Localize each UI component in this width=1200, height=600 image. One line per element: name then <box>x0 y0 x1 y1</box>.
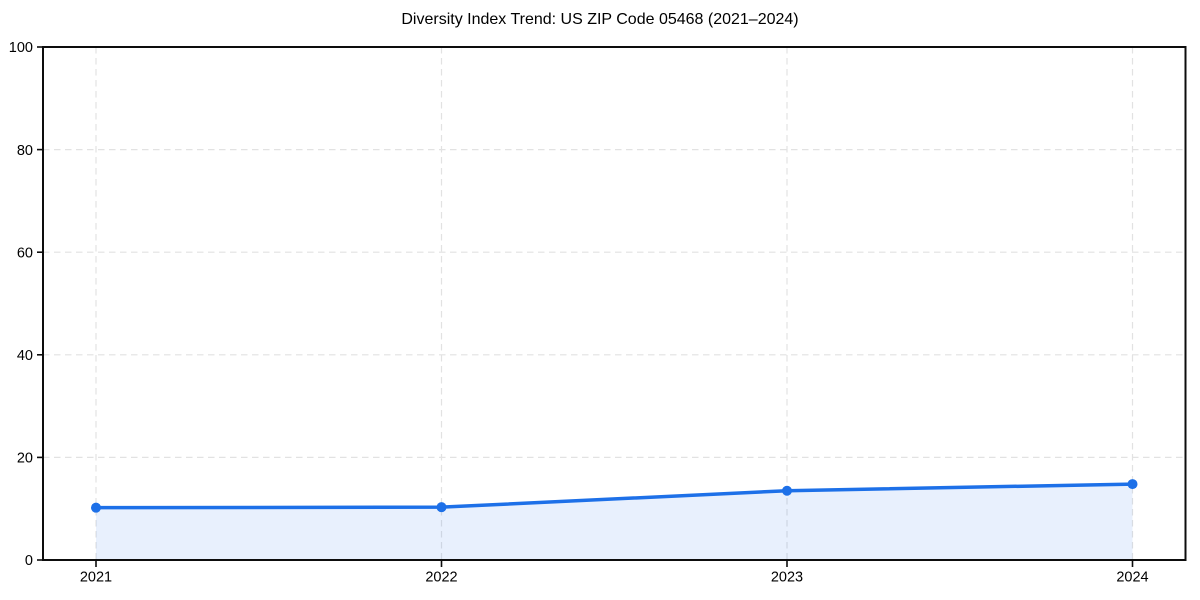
data-point-2022 <box>436 502 447 513</box>
x-tick-label: 2022 <box>425 570 457 586</box>
x-tick-label: 2023 <box>771 570 803 586</box>
trend-line <box>94 482 1135 510</box>
y-tick-label: 80 <box>17 143 33 159</box>
chart-title: Diversity Index Trend: US ZIP Code 05468… <box>401 11 799 28</box>
area-fill <box>96 484 1133 560</box>
y-tick-label: 60 <box>17 245 33 261</box>
plot-frame <box>42 46 1187 561</box>
x-tick-label: 2024 <box>1116 570 1148 586</box>
y-tick-label: 20 <box>17 451 33 467</box>
y-tick-label: 100 <box>9 40 33 56</box>
x-tick-label: 2021 <box>80 570 112 586</box>
data-point-2021 <box>91 502 101 513</box>
y-tick-label: 0 <box>25 553 33 569</box>
data-point-2023 <box>782 485 792 496</box>
data-point-2024 <box>1127 479 1138 490</box>
y-tick-label: 40 <box>17 348 33 364</box>
